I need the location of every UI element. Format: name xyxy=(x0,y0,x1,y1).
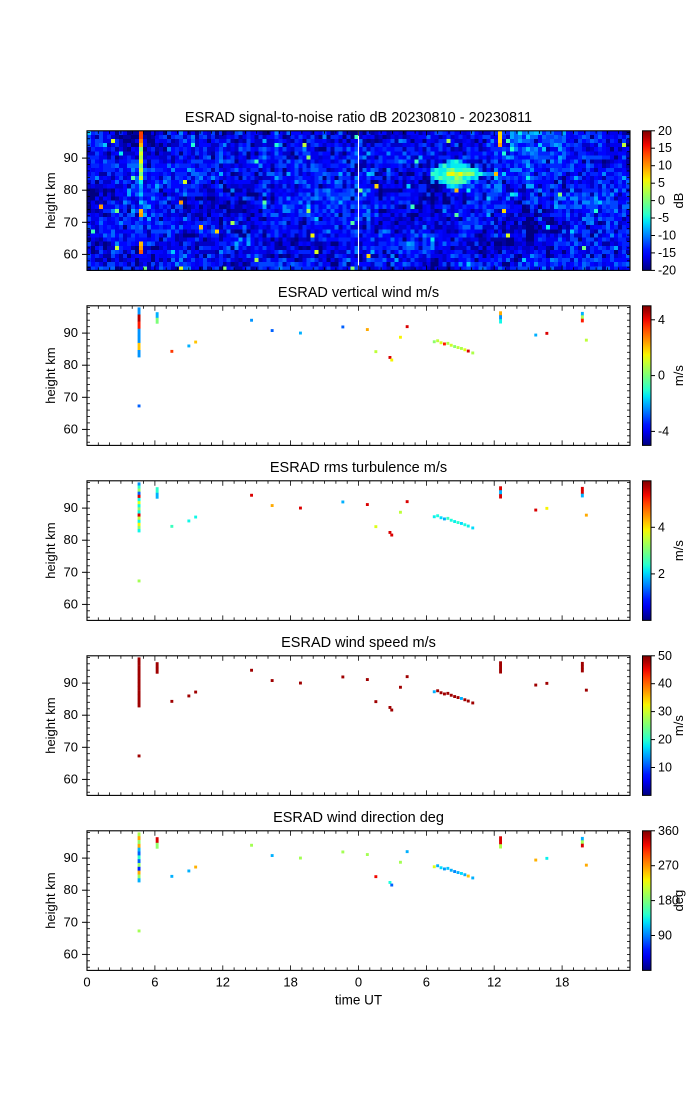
svg-text:20: 20 xyxy=(658,124,672,138)
svg-text:5: 5 xyxy=(658,176,665,190)
svg-text:90: 90 xyxy=(64,150,78,165)
svg-text:80: 80 xyxy=(64,357,78,372)
svg-text:-15: -15 xyxy=(658,246,676,260)
svg-text:80: 80 xyxy=(64,182,78,197)
svg-text:height km: height km xyxy=(43,347,58,403)
svg-text:height km: height km xyxy=(43,172,58,228)
svg-text:60: 60 xyxy=(64,246,78,261)
svg-text:10: 10 xyxy=(658,159,672,173)
svg-text:-4: -4 xyxy=(658,424,669,438)
svg-text:ESRAD vertical wind m/s: ESRAD vertical wind m/s xyxy=(278,285,439,301)
svg-text:-5: -5 xyxy=(658,211,669,225)
svg-text:70: 70 xyxy=(64,214,78,229)
svg-text:70: 70 xyxy=(64,389,78,404)
svg-text:dB: dB xyxy=(671,193,686,209)
svg-text:90: 90 xyxy=(64,325,78,340)
svg-text:60: 60 xyxy=(64,421,78,436)
svg-text:15: 15 xyxy=(658,141,672,155)
svg-text:-10: -10 xyxy=(658,229,676,243)
svg-text:-20: -20 xyxy=(658,263,676,277)
svg-text:0: 0 xyxy=(658,194,665,208)
svg-text:ESRAD signal-to-noise ratio dB: ESRAD signal-to-noise ratio dB 20230810 … xyxy=(185,110,532,126)
